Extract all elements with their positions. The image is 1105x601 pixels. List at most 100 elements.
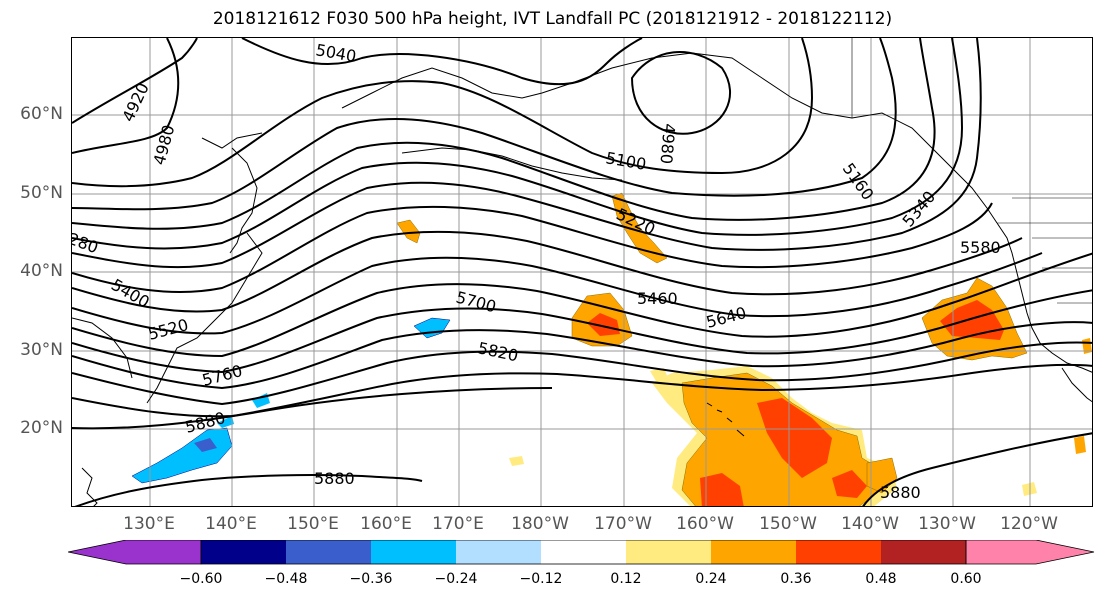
contour-5220 bbox=[72, 38, 936, 230]
colorbar bbox=[68, 540, 1095, 565]
coastline-baja bbox=[1061, 367, 1092, 403]
lon-label-130e: 130°E bbox=[123, 514, 175, 534]
contour-label-5460: 5460 bbox=[637, 289, 678, 308]
lon-label-150e: 150°E bbox=[287, 514, 339, 534]
ivt-core-subtropical-c bbox=[832, 470, 867, 498]
coastline-kuril-japan bbox=[146, 232, 263, 404]
ivt-neg-blob-west-pacific bbox=[131, 427, 233, 484]
ivt-neg-blob-small-2 bbox=[217, 416, 234, 428]
contour-5880-north bbox=[72, 387, 553, 430]
ivt-core-subtropical-a bbox=[757, 398, 832, 478]
colorbar-tick-neg024: −0.24 bbox=[434, 571, 478, 587]
colorbar-tick-012: 0.12 bbox=[610, 571, 642, 587]
lat-label-20n: 20°N bbox=[20, 418, 63, 438]
ivt-neg-blob-central bbox=[413, 317, 451, 339]
colorbar-segment-1 bbox=[201, 540, 286, 564]
map-canvas: 5040 4920 4980 4980 5100 5160 5340 5220 … bbox=[72, 38, 1092, 506]
contour-5880-south bbox=[74, 474, 423, 506]
colorbar-segment-2 bbox=[286, 540, 371, 564]
ivt-blob-small-4 bbox=[1082, 338, 1092, 354]
height-contours bbox=[72, 38, 1092, 506]
lon-label-170w: 170°W bbox=[594, 514, 652, 534]
lon-label-120w: 120°W bbox=[1000, 514, 1058, 534]
contour-label-5880-south: 5880 bbox=[314, 469, 355, 488]
contour-5520 bbox=[72, 252, 1043, 335]
colorbar-tick-048: 0.48 bbox=[865, 571, 897, 587]
lon-label-150w: 150°W bbox=[759, 514, 817, 534]
colorbar-tick-036: 0.36 bbox=[780, 571, 812, 587]
coastline-bering-alaska bbox=[341, 52, 998, 224]
coastline-asia bbox=[72, 317, 133, 379]
colorbar-segment-7 bbox=[711, 540, 796, 564]
lon-label-130w: 130°W bbox=[918, 514, 976, 534]
contour-label-5580: 5580 bbox=[960, 238, 1001, 257]
ivt-blob-small-1 bbox=[650, 368, 668, 381]
ivt-core-northeast-pacific bbox=[940, 300, 1004, 340]
colorbar-tick-060: 0.60 bbox=[950, 571, 982, 587]
lat-label-30n: 30°N bbox=[20, 340, 63, 360]
colorbar-segment-6 bbox=[626, 540, 711, 564]
contour-4980-east bbox=[630, 51, 732, 135]
map-title: 2018121612 F030 500 hPa height, IVT Land… bbox=[212, 9, 893, 29]
contour-label-4980-east: 4980 bbox=[656, 123, 678, 165]
colorbar-segment-4 bbox=[456, 540, 541, 564]
lon-label-140e: 140°E bbox=[205, 514, 257, 534]
contour-label-5100: 5100 bbox=[604, 148, 647, 174]
ivt-blob-small-5 bbox=[1074, 436, 1086, 454]
contour-5460 bbox=[72, 230, 1023, 313]
contour-4980 bbox=[72, 38, 180, 154]
lat-label-50n: 50°N bbox=[20, 183, 63, 203]
colorbar-segment-0 bbox=[68, 540, 202, 565]
contour-5760 bbox=[72, 341, 1092, 406]
border-canada-us bbox=[851, 38, 1092, 224]
colorbar-tick-neg012: −0.12 bbox=[519, 571, 563, 587]
lat-label-40n: 40°N bbox=[20, 261, 63, 281]
contour-5700 bbox=[72, 321, 1092, 390]
lat-label-60n: 60°N bbox=[20, 104, 63, 124]
colorbar-tick-neg060: −0.60 bbox=[179, 571, 223, 587]
ivt-positive-anomalies bbox=[396, 192, 1092, 506]
contour-label-5820: 5820 bbox=[476, 338, 520, 365]
colorbar-frame bbox=[200, 540, 967, 565]
lon-label-180w: 180°W bbox=[511, 514, 569, 534]
contour-5100 bbox=[72, 38, 814, 188]
coastline-aleutians bbox=[401, 147, 623, 181]
lon-label-140w: 140°W bbox=[841, 514, 899, 534]
ivt-blob-kamchatka bbox=[396, 219, 421, 244]
coastline-kamchatka bbox=[229, 147, 258, 254]
colorbar-tick-024: 0.24 bbox=[695, 571, 727, 587]
coastlines bbox=[72, 38, 1092, 506]
coastline-canada-us-west bbox=[996, 222, 1092, 373]
contour-label-5160: 5160 bbox=[839, 159, 878, 203]
contour-5160 bbox=[72, 38, 897, 211]
coastline-philippines bbox=[81, 467, 98, 506]
contour-label-5640: 5640 bbox=[704, 303, 748, 332]
contour-5340 bbox=[72, 38, 982, 269]
contour-5640 bbox=[72, 289, 1092, 374]
contour-label-5040: 5040 bbox=[314, 40, 357, 66]
contour-5880-east bbox=[862, 432, 1092, 506]
coastline-hawaii bbox=[706, 402, 745, 437]
map-panel: 5040 4920 4980 4980 5100 5160 5340 5220 … bbox=[71, 37, 1093, 507]
lon-label-160e: 160°E bbox=[360, 514, 412, 534]
contour-label-5400: 5400 bbox=[108, 275, 153, 312]
colorbar-segment-3 bbox=[371, 540, 456, 564]
colorbar-segment-5 bbox=[541, 540, 626, 564]
lon-label-160w: 160°W bbox=[676, 514, 734, 534]
contour-5280 bbox=[72, 38, 964, 250]
ivt-negative-anomalies bbox=[131, 317, 451, 484]
colorbar-tick-neg048: −0.48 bbox=[264, 571, 308, 587]
contour-label-5700: 5700 bbox=[454, 288, 498, 317]
coastline-okhotsk bbox=[201, 132, 263, 149]
ivt-core-subtropical-b bbox=[700, 473, 744, 506]
colorbar-segment-10 bbox=[965, 540, 1095, 565]
contour-label-5880-east: 5880 bbox=[880, 483, 921, 502]
lon-label-170e: 170°E bbox=[432, 514, 484, 534]
contour-label-4980-west: 4980 bbox=[150, 123, 179, 167]
contour-label-5520: 5520 bbox=[146, 315, 190, 344]
colorbar-segment-9 bbox=[881, 540, 966, 564]
contour-label-4920: 4920 bbox=[118, 80, 152, 125]
contour-5580 bbox=[72, 252, 1092, 358]
ivt-core-central-pacific bbox=[587, 313, 620, 336]
contour-4920 bbox=[72, 38, 198, 124]
